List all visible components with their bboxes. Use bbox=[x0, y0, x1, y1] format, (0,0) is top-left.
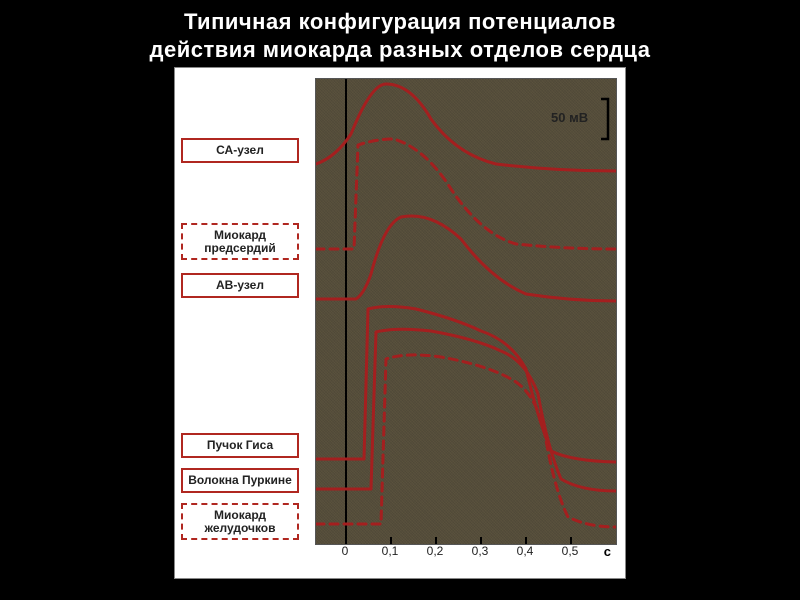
curve-ventricular-myocardium bbox=[316, 355, 616, 527]
x-tick-label: 0,3 bbox=[472, 544, 489, 558]
scale-marker-label: 50 мВ bbox=[551, 110, 588, 125]
label-box: СА-узел bbox=[181, 138, 299, 163]
curve-his-bundle bbox=[316, 307, 616, 463]
x-tick-label: 0 bbox=[342, 544, 349, 558]
label-box: Волокна Пуркине bbox=[181, 468, 299, 493]
curve-sa-node bbox=[316, 84, 616, 171]
labels-column: СА-узел Миокард предсердий АВ-узел Пучок Ги… bbox=[181, 78, 307, 543]
tick-marks bbox=[346, 537, 571, 544]
x-axis: с 0 0,1 0,2 0,3 0,4 0,5 bbox=[315, 544, 615, 572]
curve-atrial-myocardium bbox=[316, 139, 616, 249]
x-tick-label: 0,1 bbox=[382, 544, 399, 558]
label-box: Миокард желудочков bbox=[181, 503, 299, 540]
x-tick-label: 0,2 bbox=[427, 544, 444, 558]
curves-group bbox=[316, 84, 616, 527]
slide-title: Типичная конфигурация потенциалов действ… bbox=[0, 0, 800, 67]
curve-av-node bbox=[316, 216, 616, 301]
title-line-1: Типичная конфигурация потенциалов bbox=[184, 9, 616, 34]
scale-bracket bbox=[601, 99, 608, 139]
x-axis-unit: с bbox=[604, 544, 611, 559]
curve-purkinje bbox=[316, 329, 616, 491]
label-box: АВ-узел bbox=[181, 273, 299, 298]
x-tick-label: 0,4 bbox=[517, 544, 534, 558]
plot-area: 50 мВ bbox=[315, 78, 617, 545]
scale-bracket-path bbox=[601, 99, 608, 139]
title-line-2: действия миокарда разных отделов сердца bbox=[150, 37, 651, 62]
curves-svg bbox=[316, 79, 616, 544]
x-tick-label: 0,5 bbox=[562, 544, 579, 558]
chart-panel: СА-узел Миокард предсердий АВ-узел Пучок Ги… bbox=[174, 67, 626, 579]
label-box: Пучок Гиса bbox=[181, 433, 299, 458]
label-box: Миокард предсердий bbox=[181, 223, 299, 260]
